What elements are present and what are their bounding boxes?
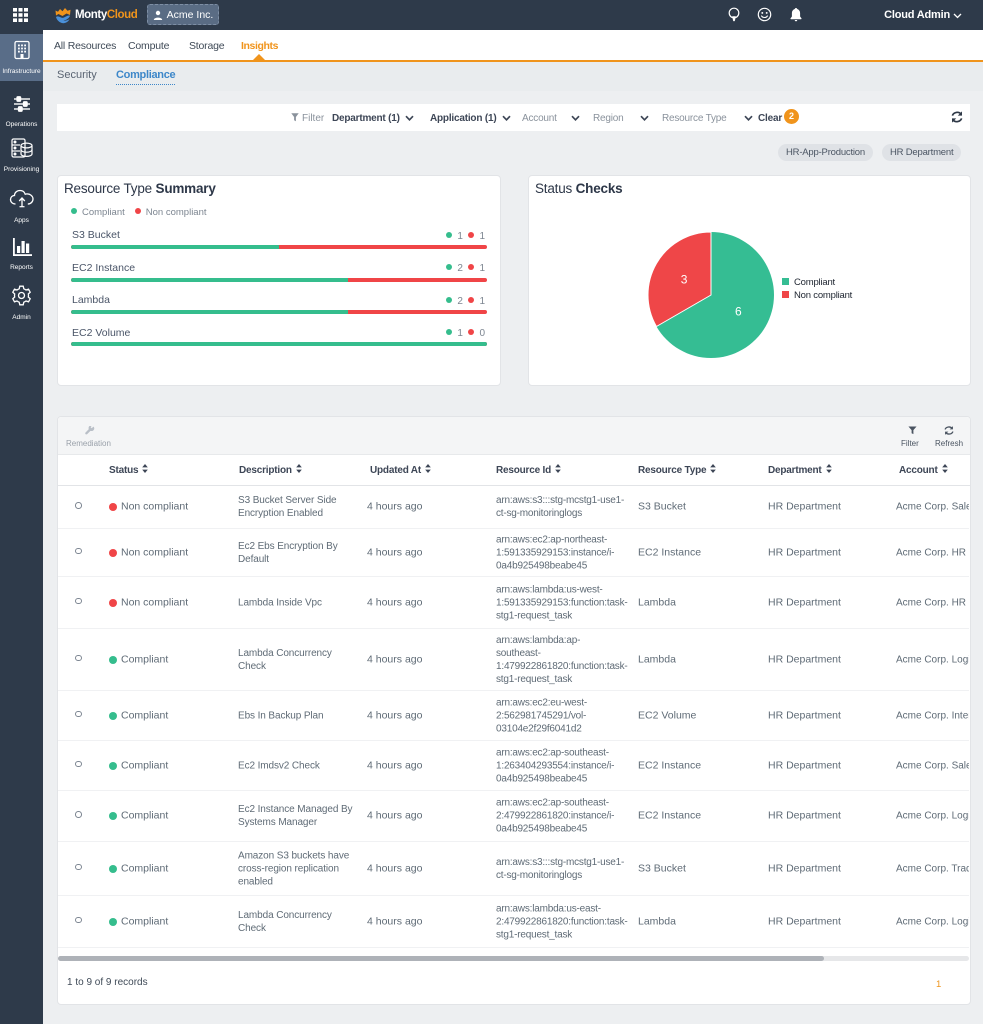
svg-text:3: 3 [681,272,688,286]
svg-text:6: 6 [735,304,742,318]
